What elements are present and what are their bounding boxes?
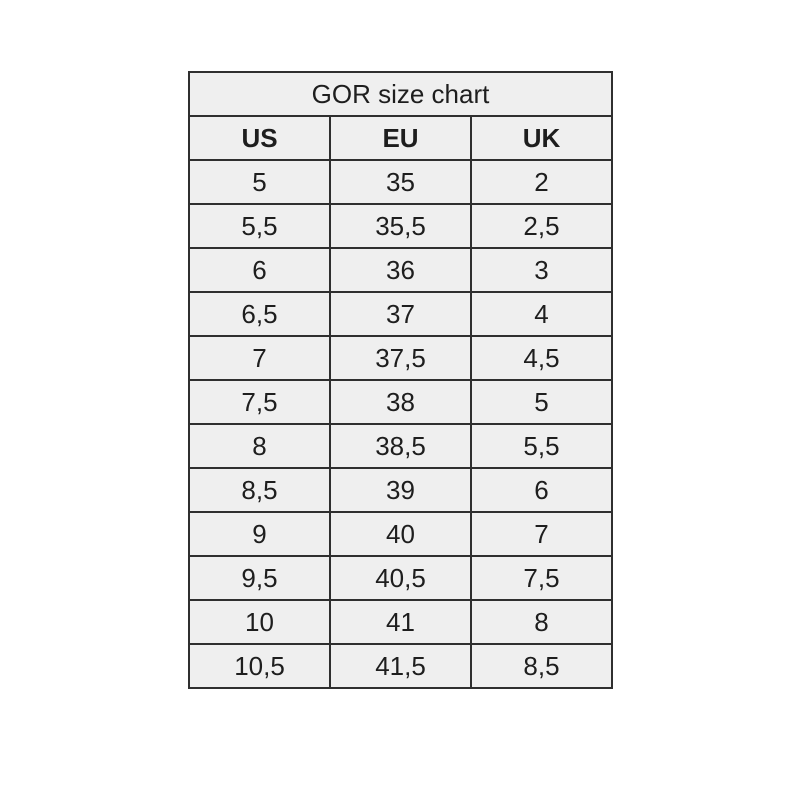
- table-cell: 7,5: [470, 555, 613, 601]
- table-cell: 7: [188, 335, 331, 381]
- table-cell: 37: [329, 291, 472, 337]
- table-cell: 35,5: [329, 203, 472, 249]
- table-cell: 10: [188, 599, 331, 645]
- table-cell: 38: [329, 379, 472, 425]
- table-cell: 2: [470, 159, 613, 205]
- table-cell: 10,5: [188, 643, 331, 689]
- table-cell: 39: [329, 467, 472, 513]
- table-cell: 6,5: [188, 291, 331, 337]
- table-row: 7,5 38 5: [188, 379, 613, 425]
- table-cell: 5: [470, 379, 613, 425]
- table-cell: 8,5: [470, 643, 613, 689]
- table-cell: 4: [470, 291, 613, 337]
- table-cell: 7,5: [188, 379, 331, 425]
- table-cell: 3: [470, 247, 613, 293]
- table-cell: 9: [188, 511, 331, 557]
- table-cell: 6: [188, 247, 331, 293]
- table-cell: 40,5: [329, 555, 472, 601]
- column-header: UK: [470, 115, 613, 161]
- table-row: 7 37,5 4,5: [188, 335, 613, 381]
- table-row: 8,5 39 6: [188, 467, 613, 513]
- table-cell: 37,5: [329, 335, 472, 381]
- table-cell: 5,5: [188, 203, 331, 249]
- table-cell: 36: [329, 247, 472, 293]
- table-cell: 7: [470, 511, 613, 557]
- table-cell: 38,5: [329, 423, 472, 469]
- table-row: 5,5 35,5 2,5: [188, 203, 613, 249]
- table-cell: 2,5: [470, 203, 613, 249]
- table-cell: 9,5: [188, 555, 331, 601]
- table-cell: 5,5: [470, 423, 613, 469]
- column-header: US: [188, 115, 331, 161]
- table-row: 5 35 2: [188, 159, 613, 205]
- table-cell: 40: [329, 511, 472, 557]
- table-row: 8 38,5 5,5: [188, 423, 613, 469]
- table-cell: 35: [329, 159, 472, 205]
- table-cell: 8: [470, 599, 613, 645]
- table-row: 6 36 3: [188, 247, 613, 293]
- table-cell: 6: [470, 467, 613, 513]
- title-row: GOR size chart: [188, 71, 613, 117]
- table-head: GOR size chart US EU UK: [188, 71, 613, 161]
- table-row: 9,5 40,5 7,5: [188, 555, 613, 601]
- table-row: 10,5 41,5 8,5: [188, 643, 613, 689]
- header-row: US EU UK: [188, 115, 613, 161]
- table-cell: 8: [188, 423, 331, 469]
- table-row: 10 41 8: [188, 599, 613, 645]
- table-cell: 4,5: [470, 335, 613, 381]
- table-cell: 8,5: [188, 467, 331, 513]
- table-body: 5 35 2 5,5 35,5 2,5 6 36 3 6,5 37 4 7 37,5 4,5 7,5 38 5 8 3…: [188, 159, 613, 689]
- table-cell: 41: [329, 599, 472, 645]
- table-row: 9 40 7: [188, 511, 613, 557]
- table-cell: 41,5: [329, 643, 472, 689]
- size-chart-table: GOR size chart US EU UK 5 35 2 5,5 35,5 2,5 6 36 3…: [188, 71, 613, 689]
- table-row: 6,5 37 4: [188, 291, 613, 337]
- table-cell: 5: [188, 159, 331, 205]
- table-title: GOR size chart: [188, 71, 613, 117]
- column-header: EU: [329, 115, 472, 161]
